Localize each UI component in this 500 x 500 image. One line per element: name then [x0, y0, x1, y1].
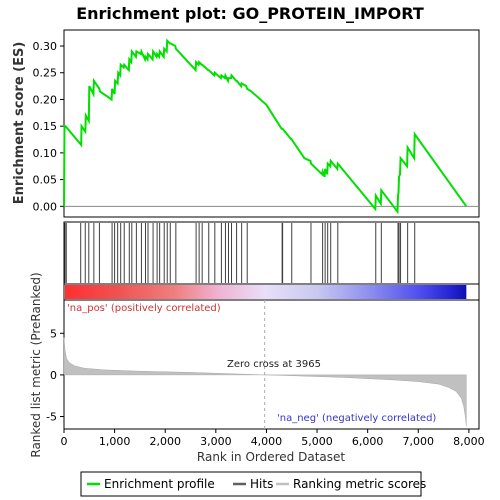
pos-correlated-label: 'na_pos' (positively correlated)	[67, 303, 221, 314]
ranked-y-axis-label: Ranked list metric (PreRanked)	[29, 272, 43, 457]
x-tick-label: 0	[61, 435, 68, 448]
es-y-tick-label: 0.25	[33, 67, 58, 80]
ranked-y-tick-label: 5	[50, 327, 57, 340]
es-plot-area	[63, 29, 480, 218]
es-y-tick-label: 0.30	[33, 40, 58, 53]
es-y-tick-label: 0.00	[33, 200, 58, 213]
enrichment-profile-line	[63, 38, 468, 215]
legend-box	[80, 471, 422, 497]
x-tick-label: 4,000	[251, 435, 283, 448]
ranked-y-tick-label: 0	[50, 369, 57, 382]
zero-cross-label: Zero cross at 3965	[227, 359, 321, 370]
ranked-y-tick-label: -5	[46, 411, 57, 424]
x-tick-label: 5,000	[301, 435, 333, 448]
x-tick-label: 6,000	[352, 435, 384, 448]
es-y-ticks: 0.00 0.05 0.10 0.15 0.20 0.25 0.30	[33, 40, 64, 213]
chart-title: Enrichment plot: GO_PROTEIN_IMPORT	[76, 4, 424, 23]
es-y-tick-label: 0.05	[33, 174, 58, 187]
ranked-panel: -5 0 5 'na_pos' (positively correlated) 'n…	[29, 272, 480, 458]
x-tick-label: 3,000	[200, 435, 232, 448]
legend-hits-label: Hits	[250, 477, 273, 491]
legend-enrichment-label: Enrichment profile	[104, 477, 215, 491]
es-panel: 0.00 0.05 0.10 0.15 0.20 0.25 0.30 Enrichment …	[12, 29, 480, 218]
x-axis: 0 1,000 2,000 3,000 4,000 5,000 6,000 7,000 8,00…	[61, 429, 485, 448]
x-tick-label: 2,000	[149, 435, 181, 448]
x-tick-label: 1,000	[99, 435, 131, 448]
neg-correlated-label: 'na_neg' (negatively correlated)	[277, 413, 436, 424]
x-axis-label: Rank in Ordered Dataset	[197, 450, 345, 464]
ranking-metric-area	[63, 337, 467, 427]
hits-panel	[63, 221, 480, 285]
x-tick-label: 7,000	[403, 435, 435, 448]
es-y-axis-label: Enrichment score (ES)	[12, 42, 27, 205]
legend-ranking-label: Ranking metric scores	[293, 477, 426, 491]
ranked-y-ticks: -5 0 5	[46, 327, 64, 424]
es-y-tick-label: 0.15	[33, 120, 58, 133]
hit-marks	[64, 223, 416, 283]
ranking-colorbar	[63, 283, 480, 301]
hits-plot-area	[63, 221, 480, 285]
ranking-colorbar-gradient	[65, 285, 467, 299]
es-y-tick-label: 0.10	[33, 147, 58, 160]
es-y-tick-label: 0.20	[33, 93, 58, 106]
legend: Enrichment profile Hits Ranking metric s…	[80, 471, 426, 497]
x-tick-label: 8,000	[453, 435, 485, 448]
